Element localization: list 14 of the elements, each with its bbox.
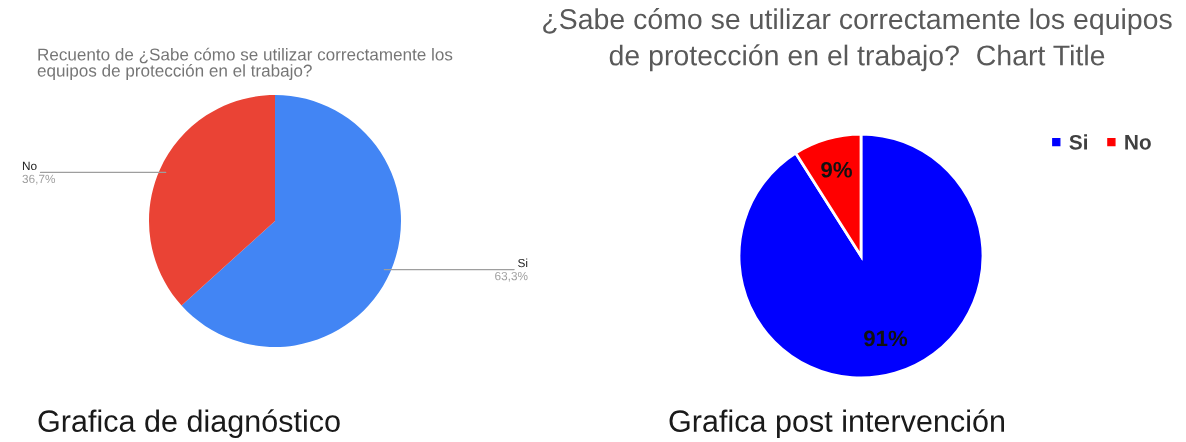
text: Grafica de diagnóstico xyxy=(38,409,340,438)
pie-slice xyxy=(149,95,275,306)
data-label: 9% xyxy=(821,161,852,178)
chart-title: ¿Sabe cómo se utilizar correctamente los equipos de protección en el trabajo? Chart Title xyxy=(543,8,1172,72)
data-label: 63,3% xyxy=(495,271,528,282)
chart-title: Recuento de ¿Sabe cómo se utilizar correctamente los equipos de protección en el trabajo? xyxy=(37,47,453,81)
legend-label: No xyxy=(1125,135,1151,150)
slice-label: No xyxy=(22,161,37,171)
text: Grafica post intervención xyxy=(669,409,1004,438)
legend-label: Si xyxy=(1069,134,1087,150)
data-label: 36,7% xyxy=(22,174,56,185)
slice-label: Si xyxy=(518,258,528,268)
data-label: 91% xyxy=(864,330,908,347)
pie-slice xyxy=(181,95,401,347)
